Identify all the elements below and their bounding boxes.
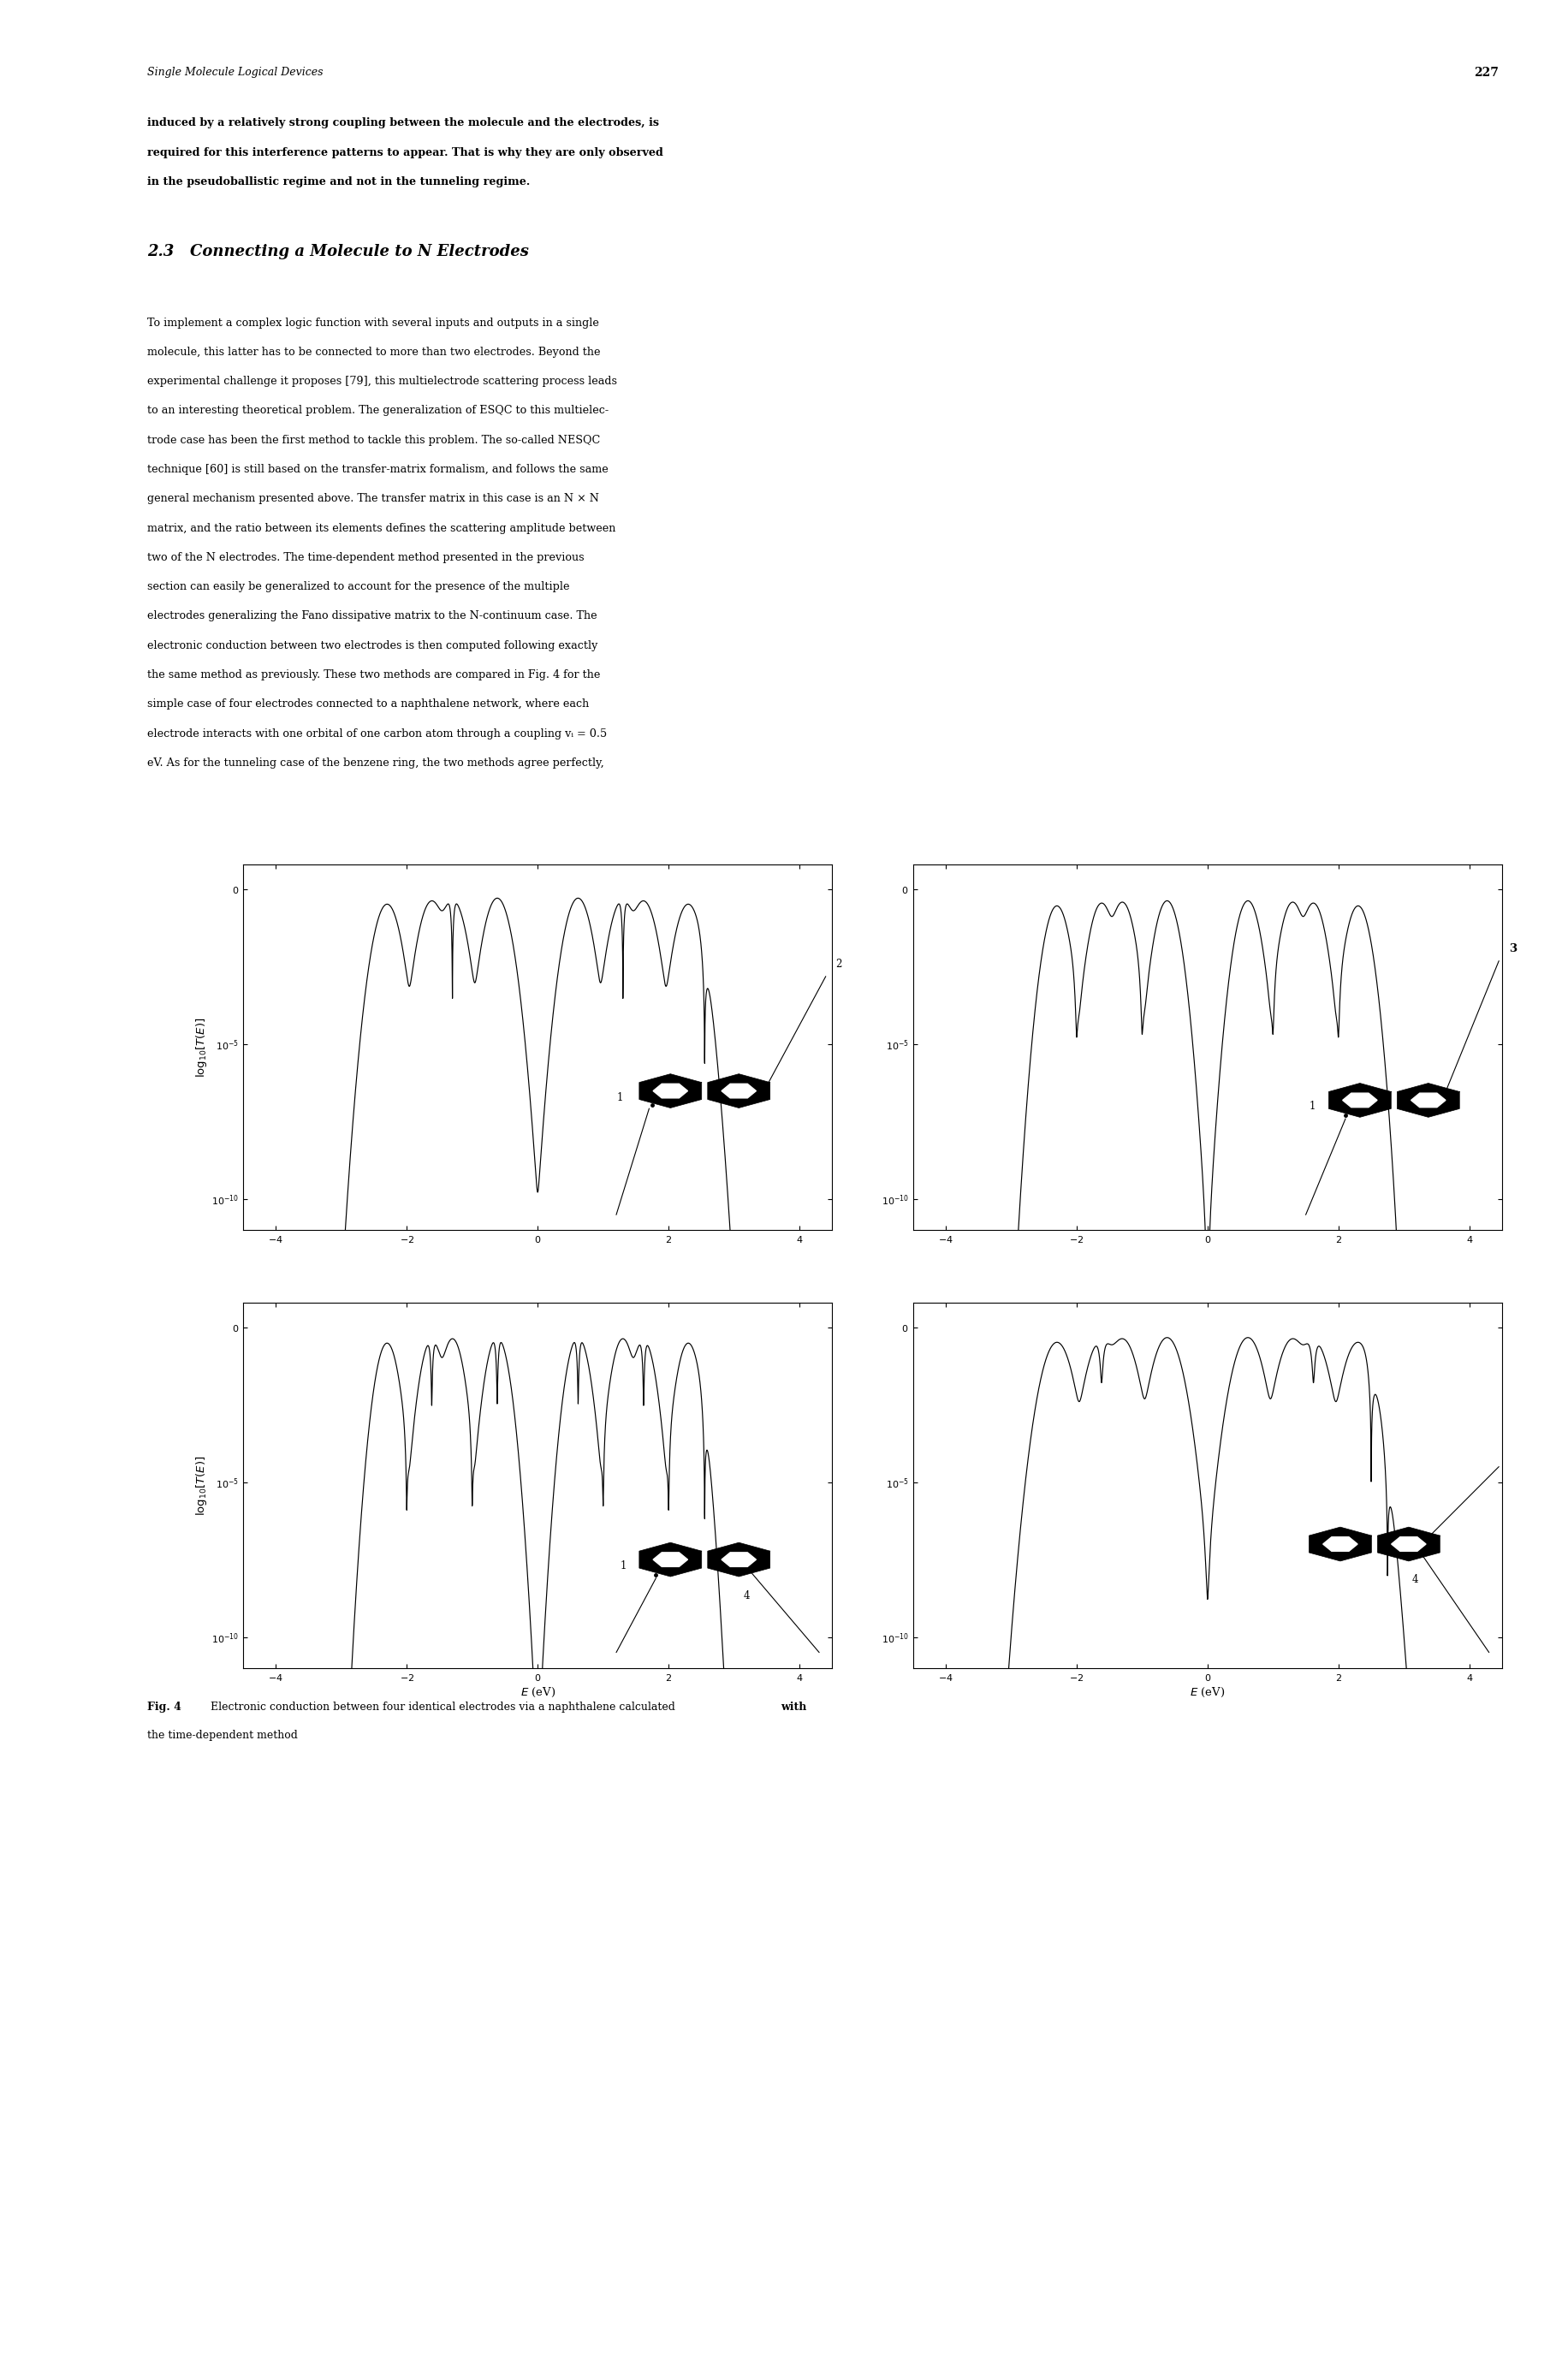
Text: 1: 1 bbox=[619, 1561, 626, 1571]
Y-axis label: $\mathrm{log}_{10}[T(E)]$: $\mathrm{log}_{10}[T(E)]$ bbox=[194, 1454, 209, 1516]
Polygon shape bbox=[1328, 1083, 1391, 1117]
Polygon shape bbox=[707, 1074, 770, 1107]
Polygon shape bbox=[654, 1083, 688, 1098]
Text: Single Molecule Logical Devices: Single Molecule Logical Devices bbox=[147, 67, 323, 78]
Polygon shape bbox=[707, 1542, 770, 1578]
Polygon shape bbox=[1411, 1093, 1446, 1107]
Polygon shape bbox=[1323, 1537, 1358, 1552]
Text: Electronic conduction between four identical electrodes via a naphthalene calcul: Electronic conduction between four ident… bbox=[204, 1701, 679, 1713]
Text: 4: 4 bbox=[1411, 1573, 1417, 1585]
Text: 227: 227 bbox=[1474, 67, 1499, 78]
Polygon shape bbox=[654, 1552, 688, 1566]
Text: general mechanism presented above. The transfer matrix in this case is an N × N: general mechanism presented above. The t… bbox=[147, 494, 599, 504]
Text: induced by a relatively strong coupling between the molecule and the electrodes,: induced by a relatively strong coupling … bbox=[147, 116, 659, 128]
Text: molecule, this latter has to be connected to more than two electrodes. Beyond th: molecule, this latter has to be connecte… bbox=[147, 347, 601, 359]
X-axis label: $E$ (eV): $E$ (eV) bbox=[521, 1687, 555, 1699]
Text: eV. As for the tunneling case of the benzene ring, the two methods agree perfect: eV. As for the tunneling case of the ben… bbox=[147, 758, 604, 767]
Text: 4: 4 bbox=[743, 1590, 750, 1601]
Text: 3: 3 bbox=[1508, 943, 1516, 955]
Y-axis label: $\mathrm{log}_{10}[T(E)]$: $\mathrm{log}_{10}[T(E)]$ bbox=[194, 1017, 209, 1079]
Text: Fig. 4: Fig. 4 bbox=[147, 1701, 182, 1713]
Text: in the pseudoballistic regime and not in the tunneling regime.: in the pseudoballistic regime and not in… bbox=[147, 176, 530, 188]
Text: To implement a complex logic function with several inputs and outputs in a singl: To implement a complex logic function wi… bbox=[147, 318, 599, 328]
Text: the time-dependent method: the time-dependent method bbox=[147, 1730, 298, 1742]
Text: technique [60] is still based on the transfer-matrix formalism, and follows the : technique [60] is still based on the tra… bbox=[147, 463, 608, 475]
Text: section can easily be generalized to account for the presence of the multiple: section can easily be generalized to acc… bbox=[147, 582, 569, 592]
Polygon shape bbox=[640, 1542, 701, 1578]
Text: electronic conduction between two electrodes is then computed following exactly: electronic conduction between two electr… bbox=[147, 639, 597, 651]
Polygon shape bbox=[1342, 1093, 1377, 1107]
Polygon shape bbox=[1309, 1528, 1372, 1561]
Text: to an interesting theoretical problem. The generalization of ESQC to this multie: to an interesting theoretical problem. T… bbox=[147, 406, 608, 416]
Text: required for this interference patterns to appear. That is why they are only obs: required for this interference patterns … bbox=[147, 147, 663, 159]
Polygon shape bbox=[640, 1074, 701, 1107]
Text: two of the N electrodes. The time-dependent method presented in the previous: two of the N electrodes. The time-depend… bbox=[147, 551, 585, 563]
Text: 1: 1 bbox=[616, 1093, 622, 1102]
Polygon shape bbox=[721, 1552, 756, 1566]
Text: with: with bbox=[781, 1701, 808, 1713]
Text: simple case of four electrodes connected to a naphthalene network, where each: simple case of four electrodes connected… bbox=[147, 699, 590, 710]
Text: experimental challenge it proposes [79], this multielectrode scattering process : experimental challenge it proposes [79],… bbox=[147, 375, 618, 387]
Text: electrode interacts with one orbital of one carbon atom through a coupling vᵢ = : electrode interacts with one orbital of … bbox=[147, 727, 607, 739]
Text: 2.3   Connecting a Molecule to N Electrodes: 2.3 Connecting a Molecule to N Electrode… bbox=[147, 245, 528, 259]
Text: matrix, and the ratio between its elements defines the scattering amplitude betw: matrix, and the ratio between its elemen… bbox=[147, 523, 616, 535]
Text: electrodes generalizing the Fano dissipative matrix to the N-continuum case. The: electrodes generalizing the Fano dissipa… bbox=[147, 611, 597, 623]
Text: trode case has been the first method to tackle this problem. The so-called NESQC: trode case has been the first method to … bbox=[147, 435, 601, 447]
Polygon shape bbox=[1378, 1528, 1439, 1561]
Polygon shape bbox=[1397, 1083, 1460, 1117]
Text: 1: 1 bbox=[1309, 1100, 1316, 1112]
Polygon shape bbox=[721, 1083, 756, 1098]
Text: the same method as previously. These two methods are compared in Fig. 4 for the: the same method as previously. These two… bbox=[147, 670, 601, 680]
X-axis label: $E$ (eV): $E$ (eV) bbox=[1190, 1687, 1225, 1699]
Polygon shape bbox=[1391, 1537, 1425, 1552]
Text: 2: 2 bbox=[836, 958, 842, 969]
